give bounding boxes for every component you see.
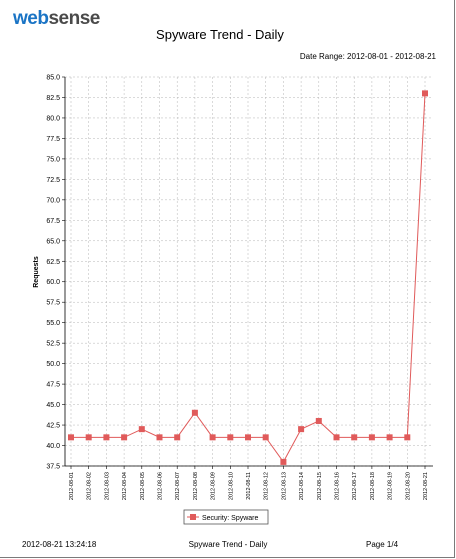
data-point-marker bbox=[103, 434, 110, 441]
data-point-marker bbox=[351, 434, 358, 441]
y-tick-label: 47.5 bbox=[46, 382, 60, 389]
x-tick-label: 2012-08-09 bbox=[211, 472, 217, 500]
y-tick-label: 45.0 bbox=[46, 402, 60, 409]
data-point-marker bbox=[191, 409, 198, 416]
legend: Security: Spyware bbox=[183, 509, 269, 525]
data-point-marker bbox=[245, 434, 251, 441]
y-tick-label: 42.5 bbox=[46, 423, 60, 430]
y-tick-label: 75.0 bbox=[46, 156, 60, 163]
x-tick-labels: 2012-08-01 2012-08-02 2012-08-03 2012-08-04… bbox=[69, 472, 429, 500]
x-tick-label: 2012-08-07 bbox=[175, 472, 181, 500]
x-tick-label: 2012-08-02 bbox=[87, 472, 93, 500]
y-tick-label: 80.0 bbox=[46, 115, 60, 122]
legend-label: Security: Spyware bbox=[202, 515, 259, 522]
y-tick-labels: 85.0 82.5 80.0 77.5 75.0 72.5 70.0 67.5 65.0 62.5… bbox=[46, 75, 60, 471]
footer-timestamp: 2012-08-21 13:24:18 bbox=[22, 540, 97, 549]
x-tick-label: 2012-08-10 bbox=[228, 472, 234, 500]
logo-part-sense: sense bbox=[48, 8, 100, 29]
y-tick-label: 62.5 bbox=[46, 259, 60, 266]
legend-marker-swatch bbox=[190, 514, 196, 520]
x-tick-label: 2012-08-03 bbox=[104, 472, 110, 500]
x-tick-label: 2012-08-15 bbox=[317, 472, 323, 500]
data-point-marker bbox=[68, 434, 74, 441]
data-point-marker bbox=[315, 417, 322, 424]
y-tick-label: 55.0 bbox=[46, 320, 60, 327]
x-tick-label: 2012-08-19 bbox=[388, 472, 394, 500]
x-tick-label: 2012-08-14 bbox=[299, 472, 305, 500]
line-chart: 85.0 82.5 80.0 77.5 75.0 72.5 70.0 67.5 65.0 62.5… bbox=[33, 75, 433, 525]
x-tick-label: 2012-08-08 bbox=[193, 472, 199, 500]
y-tick-label: 40.0 bbox=[46, 443, 60, 450]
grid-layer bbox=[65, 76, 433, 467]
data-point-marker bbox=[280, 458, 287, 465]
data-point-marker bbox=[227, 434, 234, 441]
data-point-marker bbox=[174, 434, 181, 441]
y-tick-label: 77.5 bbox=[46, 136, 60, 143]
data-point-marker bbox=[209, 434, 216, 441]
y-tick-label: 70.0 bbox=[46, 197, 60, 204]
x-tick-label: 2012-08-05 bbox=[140, 472, 146, 500]
data-point-marker bbox=[298, 426, 305, 433]
x-tick-label: 2012-08-16 bbox=[335, 472, 341, 500]
x-tick-label: 2012-08-13 bbox=[281, 472, 287, 500]
x-tick-label: 2012-08-01 bbox=[69, 472, 75, 500]
series-layer bbox=[68, 90, 428, 465]
y-tick-label: 65.0 bbox=[46, 238, 60, 245]
data-point-marker bbox=[121, 434, 128, 441]
data-point-marker bbox=[404, 434, 411, 441]
y-tick-label: 72.5 bbox=[46, 177, 60, 184]
data-point-marker bbox=[262, 434, 269, 441]
x-tick-label: 2012-08-20 bbox=[405, 472, 411, 500]
data-point-marker bbox=[386, 434, 393, 441]
x-tick-label: 2012-08-11 bbox=[246, 472, 252, 500]
x-tick-label: 2012-08-21 bbox=[423, 472, 429, 500]
y-axis-label: Requests bbox=[33, 256, 40, 288]
y-tick-label: 67.5 bbox=[46, 218, 60, 225]
x-tick-label: 2012-08-12 bbox=[264, 472, 270, 500]
y-tick-label: 85.0 bbox=[46, 75, 60, 82]
data-point-marker bbox=[85, 434, 92, 441]
y-tick-label: 82.5 bbox=[46, 95, 60, 102]
x-tick-label: 2012-08-04 bbox=[122, 472, 128, 500]
y-tick-label: 60.0 bbox=[46, 279, 60, 286]
data-point-marker bbox=[333, 434, 340, 441]
legend-box bbox=[183, 509, 269, 525]
x-tick-label: 2012-08-06 bbox=[158, 472, 164, 500]
websense-logo: websense bbox=[13, 8, 100, 30]
data-point-marker bbox=[368, 434, 375, 441]
data-point-marker bbox=[422, 90, 428, 97]
data-point-marker bbox=[156, 434, 163, 441]
x-tick-label: 2012-08-17 bbox=[352, 472, 358, 500]
axis-layer bbox=[62, 76, 433, 469]
x-tick-label: 2012-08-18 bbox=[370, 472, 376, 500]
y-tick-label: 50.0 bbox=[46, 361, 60, 368]
data-point-marker bbox=[138, 426, 145, 433]
report-title: Spyware Trend - Daily bbox=[156, 27, 284, 42]
y-tick-label: 57.5 bbox=[46, 300, 60, 307]
y-tick-label: 37.5 bbox=[46, 464, 60, 471]
date-range: Date Range: 2012-08-01 - 2012-08-21 bbox=[299, 52, 436, 61]
logo-part-web: web bbox=[13, 8, 49, 29]
y-tick-label: 52.5 bbox=[46, 341, 60, 348]
footer-page-number: Page 1/4 bbox=[366, 540, 399, 549]
footer-report-name: Spyware Trend - Daily bbox=[188, 540, 268, 549]
